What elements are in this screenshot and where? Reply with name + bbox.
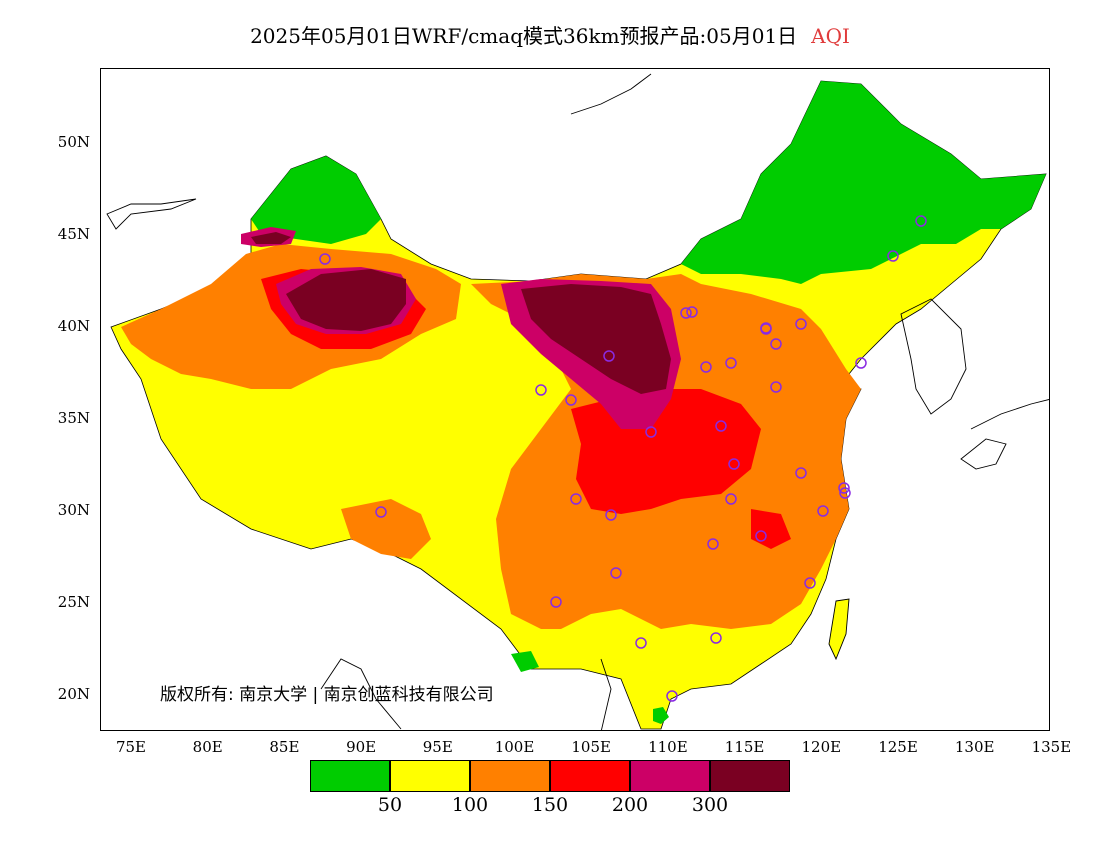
longitude-label: 115E: [724, 738, 765, 756]
legend-swatch: [710, 760, 790, 792]
longitude-label: 75E: [115, 738, 147, 756]
russia-coast-outline: [106, 73, 652, 230]
longitude-label: 95E: [422, 738, 453, 756]
region-taklamakan-hazardous: [286, 269, 406, 331]
longitude-label: 100E: [494, 738, 535, 756]
latitude-label: 50N: [57, 133, 90, 151]
station-marker: [795, 318, 807, 330]
legend-label: 100: [451, 794, 489, 816]
region-north-xinjiang-hazardous: [251, 232, 291, 244]
station-marker: [855, 357, 867, 369]
station-marker: [535, 384, 547, 396]
legend-label: 200: [611, 794, 649, 816]
longitude-label: 135E: [1031, 738, 1072, 756]
latitude-label: 25N: [57, 593, 90, 611]
legend-swatch: [470, 760, 550, 792]
station-marker: [610, 567, 622, 579]
latitude-label: 45N: [57, 225, 90, 243]
region-northeast-good: [681, 81, 1046, 284]
latitude-label: 30N: [57, 501, 90, 519]
region-yunnan-good: [511, 651, 539, 672]
latitude-label: 35N: [57, 409, 90, 427]
station-marker: [550, 596, 562, 608]
station-marker: [603, 350, 615, 362]
longitude-label: 80E: [192, 738, 223, 756]
station-marker: [319, 253, 331, 265]
legend-swatch: [550, 760, 630, 792]
station-marker: [686, 306, 698, 318]
station-marker: [728, 458, 740, 470]
longitude-label: 85E: [269, 738, 300, 756]
longitude-label: 90E: [346, 738, 377, 756]
title-main: 2025年05月01日WRF/cmaq模式36km预报产品:05月01日: [250, 24, 798, 48]
station-marker: [570, 493, 582, 505]
station-marker: [755, 530, 767, 542]
station-marker: [605, 509, 617, 521]
station-marker: [770, 381, 782, 393]
region-hainan-good: [653, 707, 669, 724]
station-marker: [645, 426, 657, 438]
station-markers: [319, 215, 927, 702]
station-marker: [795, 467, 807, 479]
region-altai-good: [251, 156, 381, 244]
station-marker: [760, 322, 772, 334]
aqi-map: [106, 73, 1049, 730]
region-ordos-hazardous: [521, 284, 671, 394]
title-variable: AQI: [811, 24, 850, 48]
station-marker: [838, 482, 850, 494]
station-marker: [565, 394, 577, 406]
station-marker: [887, 250, 899, 262]
longitude-label: 130E: [954, 738, 995, 756]
station-marker: [666, 690, 678, 702]
station-marker: [700, 361, 712, 373]
map-title: 2025年05月01日WRF/cmaq模式36km预报产品:05月01日 AQI: [0, 20, 1100, 49]
station-marker: [804, 577, 816, 589]
longitude-label: 110E: [648, 738, 688, 756]
station-marker: [680, 307, 692, 319]
latitude-label: 40N: [57, 317, 90, 335]
legend-label: 50: [377, 794, 403, 816]
station-marker: [707, 538, 719, 550]
longitude-label: 125E: [878, 738, 918, 756]
map-frame: [100, 68, 1050, 731]
legend-swatch: [390, 760, 470, 792]
station-marker: [635, 637, 647, 649]
station-marker: [839, 487, 851, 499]
station-marker: [770, 338, 782, 350]
station-marker: [725, 357, 737, 369]
korea-outline: [900, 298, 967, 415]
sea-coast-outline: [320, 658, 612, 730]
station-marker: [715, 420, 727, 432]
copyright-text: 版权所有: 南京大学 | 南京创蓝科技有限公司: [160, 685, 494, 705]
longitude-label: 105E: [571, 738, 611, 756]
station-marker: [915, 215, 927, 227]
legend-label: 150: [531, 794, 569, 816]
japan-outline: [960, 399, 1049, 470]
longitude-label: 120E: [801, 738, 842, 756]
region-east-red: [751, 509, 791, 549]
station-marker: [710, 632, 722, 644]
station-marker: [725, 493, 737, 505]
taiwan-outline: [828, 598, 850, 661]
legend-swatch: [630, 760, 710, 792]
region-tibet-orange: [341, 499, 431, 559]
legend-label: 300: [691, 794, 729, 816]
station-marker: [375, 506, 387, 518]
station-marker: [817, 505, 829, 517]
legend-swatch: [310, 760, 390, 792]
latitude-label: 20N: [57, 685, 90, 703]
